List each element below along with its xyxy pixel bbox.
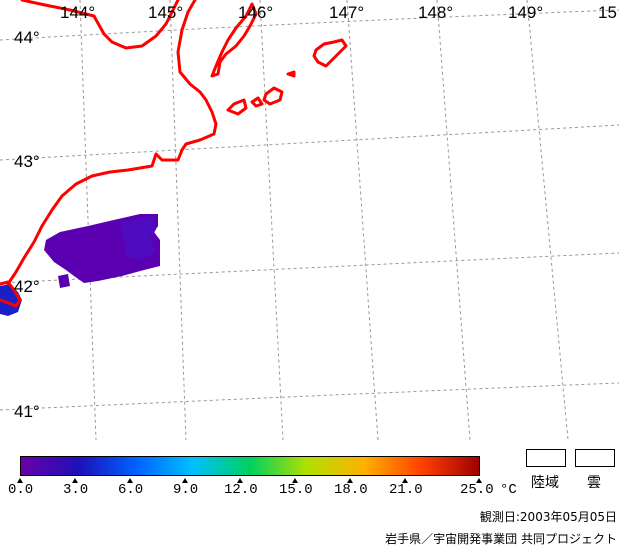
coast-habomai xyxy=(226,98,248,116)
coast-islet xyxy=(286,70,296,78)
lon-line-148 xyxy=(436,0,471,440)
coast-kunashiri xyxy=(210,2,258,78)
lon-label-148: 148° xyxy=(418,3,454,22)
lat-line-43 xyxy=(0,124,619,161)
coast-erimo xyxy=(0,280,22,308)
colorbar-label: 25.0 xyxy=(460,482,494,498)
lon-line-146 xyxy=(259,0,284,440)
lon-line-144 xyxy=(79,0,97,440)
lat-label-42: 42° xyxy=(14,277,40,296)
lon-line-149 xyxy=(526,0,569,440)
colorbar-label: 3.0 xyxy=(63,482,89,498)
colorbar-label: 18.0 xyxy=(334,482,368,498)
lon-line-145 xyxy=(169,0,187,440)
colorbar-tick xyxy=(72,478,78,483)
lon-label-147: 147° xyxy=(329,3,365,22)
colorbar-label: 9.0 xyxy=(173,482,199,498)
temperature-colorbar xyxy=(20,456,480,476)
lat-line-41 xyxy=(0,382,619,411)
colorbar-tick xyxy=(17,478,23,483)
sst-data xyxy=(0,214,160,316)
coast-shiretoko xyxy=(20,0,180,50)
cloud-legend-label: 雲 xyxy=(587,475,601,491)
colorbar-label: 15.0 xyxy=(279,482,313,498)
lat-label-43: 43° xyxy=(14,152,40,171)
coastline xyxy=(0,0,348,308)
lon-label-150: 15 xyxy=(598,3,617,22)
land-legend-label: 陸域 xyxy=(531,475,559,491)
coast-shikotan-b xyxy=(262,86,284,106)
lat-label-41: 41° xyxy=(14,402,40,421)
sst-patch-edge xyxy=(120,216,156,260)
coast-etorofu xyxy=(312,38,348,68)
colorbar-label: 21.0 xyxy=(389,482,423,498)
colorbar-tick xyxy=(402,478,408,483)
lon-label-145: 145° xyxy=(148,3,184,22)
lat-label-44: 44° xyxy=(14,28,40,47)
colorbar-tick xyxy=(237,478,243,483)
lon-line-147 xyxy=(346,0,379,440)
colorbar-unit: °C xyxy=(500,482,517,498)
observation-date: 観測日:2003年05月05日 xyxy=(479,510,617,524)
colorbar-tick xyxy=(127,478,133,483)
cloud-legend-box xyxy=(575,449,615,467)
colorbar-tick xyxy=(182,478,188,483)
colorbar-label: 12.0 xyxy=(224,482,258,498)
coast-shikotan-a xyxy=(250,96,264,108)
sst-patch-small xyxy=(58,274,70,288)
colorbar-tick xyxy=(347,478,353,483)
project-credit: 岩手県／宇宙開発事業団 共同プロジェクト xyxy=(385,532,617,546)
graticule xyxy=(0,0,619,440)
colorbar-tick xyxy=(292,478,298,483)
lon-label-144: 144° xyxy=(60,3,96,22)
colorbar-label: 0.0 xyxy=(8,482,34,498)
map-canvas xyxy=(0,0,619,440)
lon-label-149: 149° xyxy=(508,3,544,22)
lat-line-44 xyxy=(0,9,619,41)
land-legend-box xyxy=(526,449,566,467)
coast-nemuro xyxy=(6,0,218,286)
colorbar-label: 6.0 xyxy=(118,482,144,498)
lon-label-146: 146° xyxy=(238,3,274,22)
colorbar-tick xyxy=(476,478,482,483)
